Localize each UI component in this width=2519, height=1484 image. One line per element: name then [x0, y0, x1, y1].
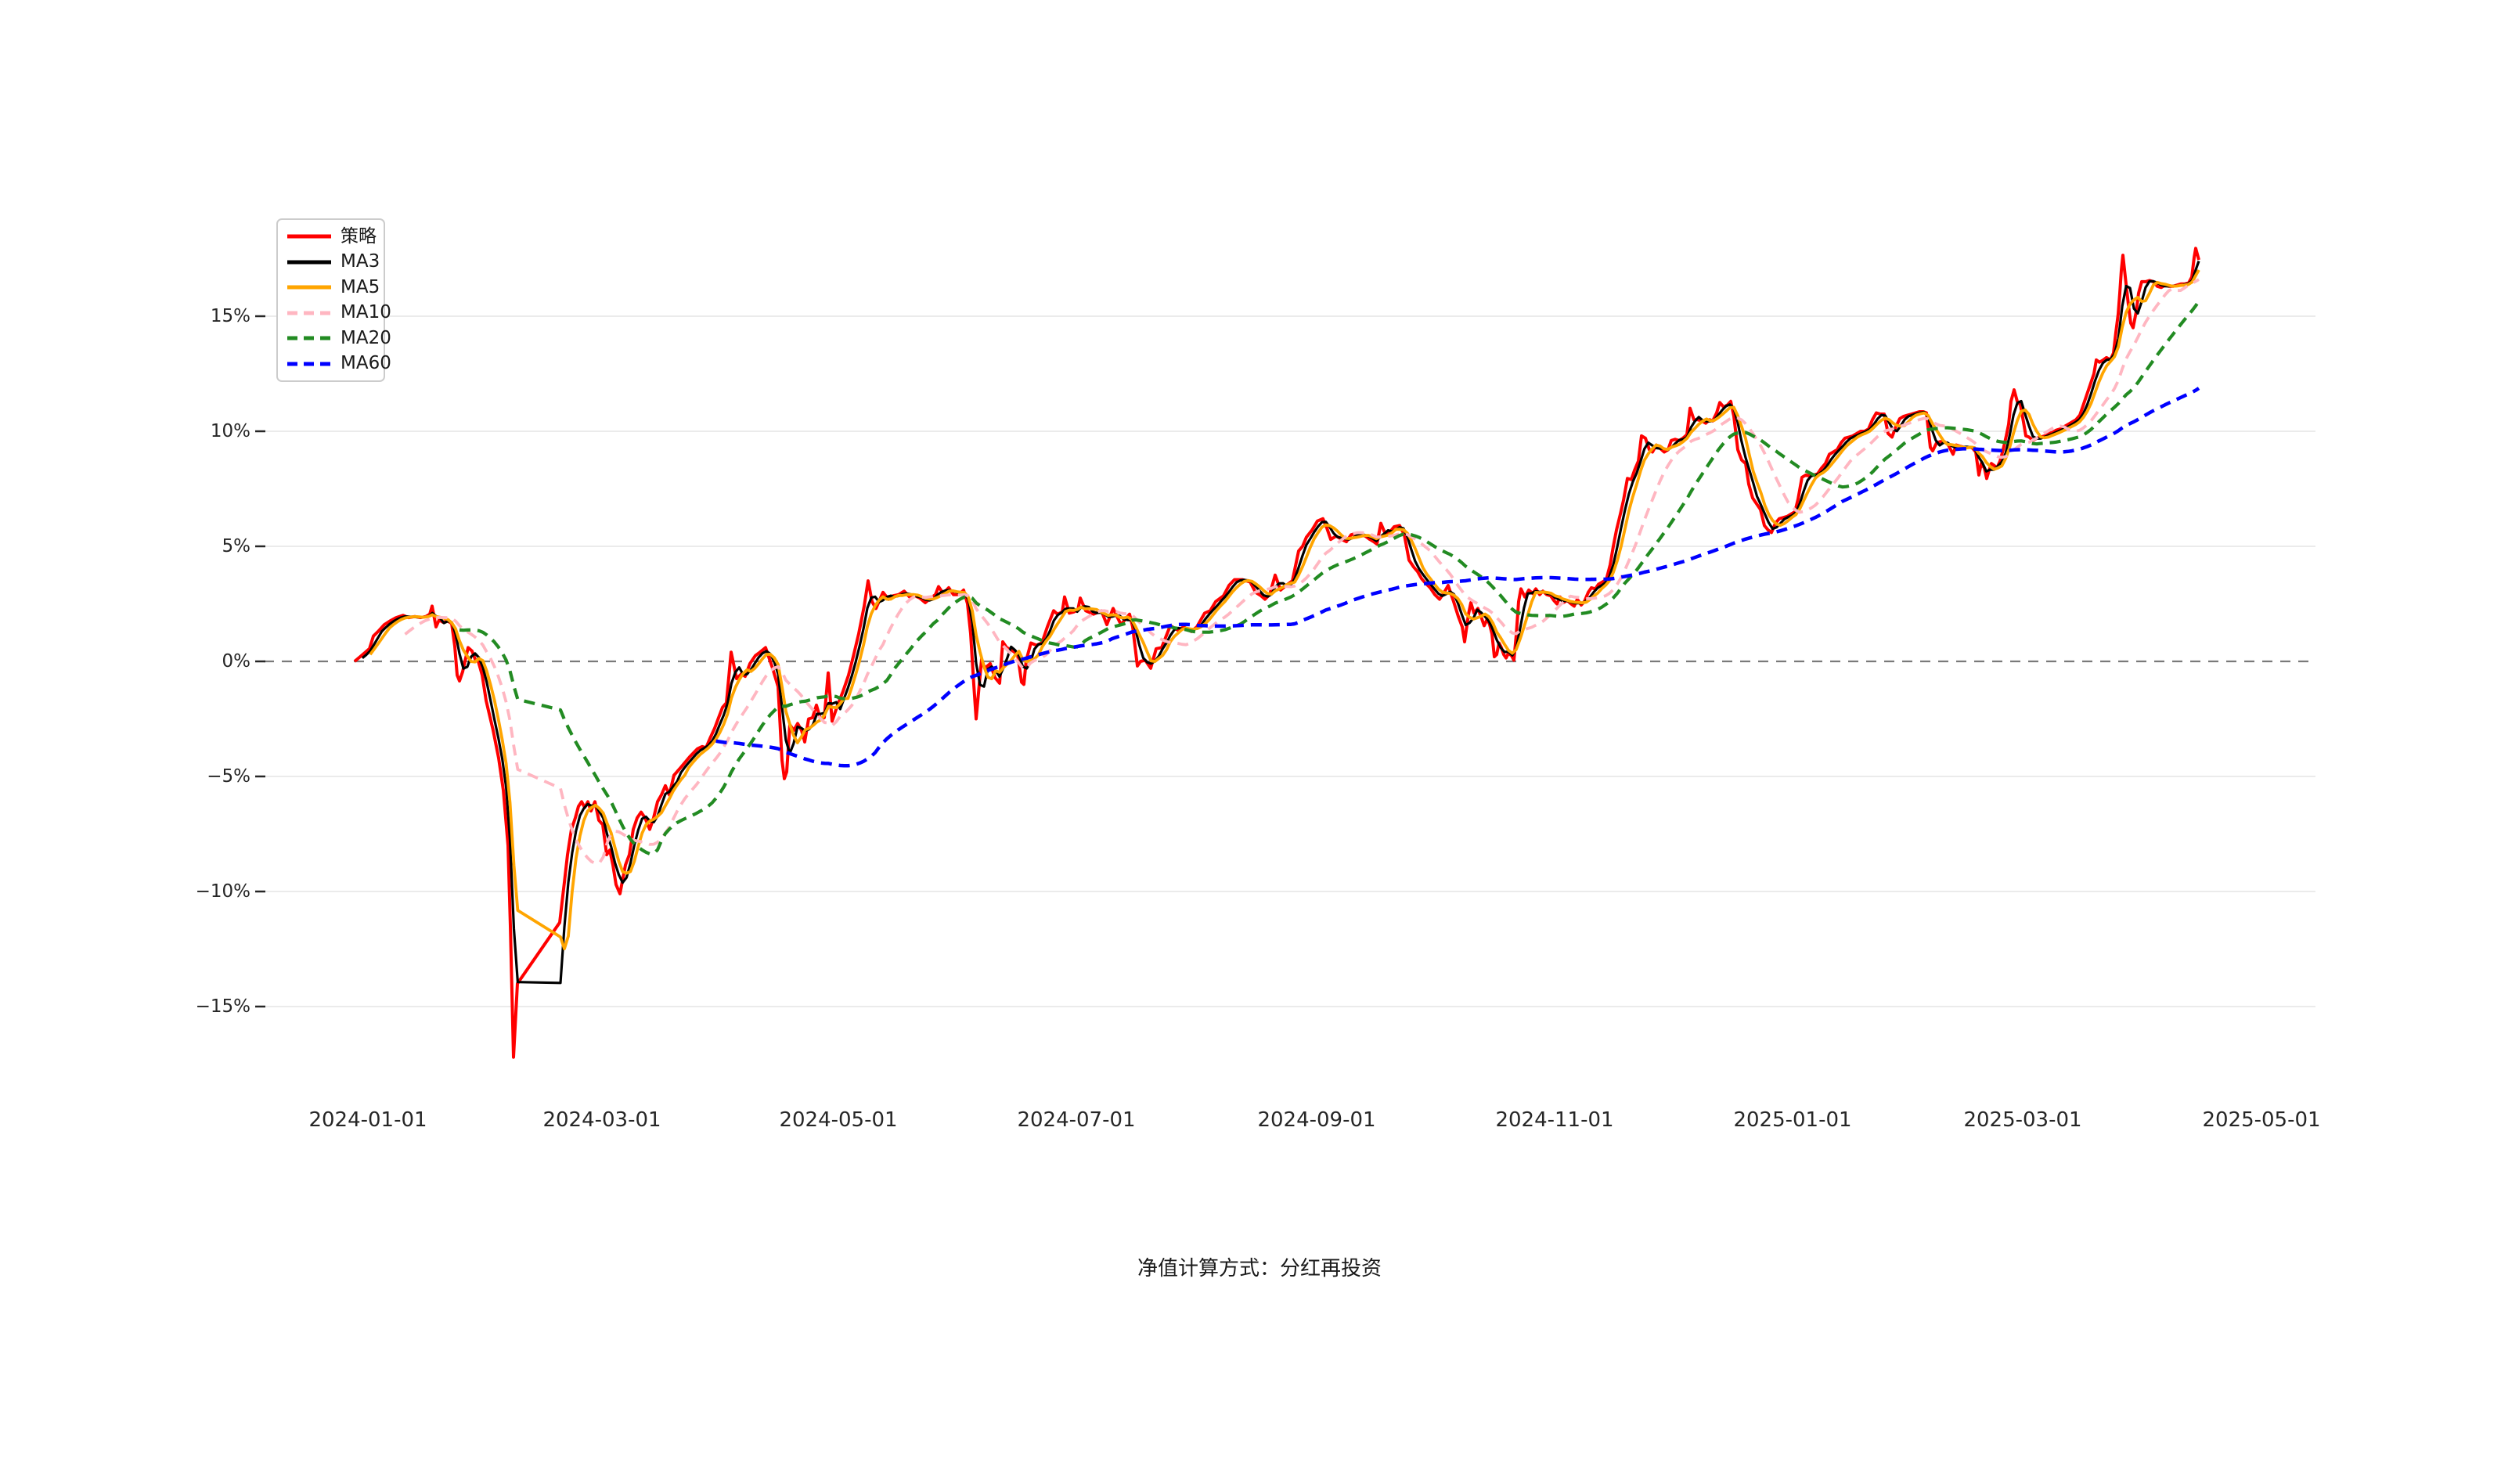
- y-tick-label: −10%: [195, 881, 250, 902]
- legend-swatch-icon: [287, 311, 331, 315]
- x-tick-label: 2025-01-01: [1733, 1108, 1852, 1132]
- legend-item-MA5: MA5: [278, 276, 384, 299]
- legend-item-MA20: MA20: [278, 326, 391, 350]
- y-tick-label: 5%: [222, 536, 251, 556]
- y-tick-label: −15%: [195, 996, 250, 1017]
- y-tick-label: 15%: [210, 306, 250, 326]
- ma5-line: [369, 269, 2200, 951]
- ma60-line: [715, 387, 2200, 768]
- chart-caption: 净值计算方式：分红再投资: [1137, 1257, 1382, 1280]
- y-tick-label: −5%: [207, 766, 250, 787]
- x-tick-label: 2024-05-01: [779, 1108, 898, 1132]
- x-tick-label: 2024-09-01: [1257, 1108, 1376, 1132]
- legend-swatch-icon: [287, 260, 331, 265]
- x-tick-label: 2024-01-01: [308, 1108, 427, 1132]
- legend-swatch-icon: [287, 234, 331, 239]
- y-tick-label: 10%: [210, 421, 250, 441]
- legend-label: MA3: [341, 251, 380, 272]
- legend-swatch-icon: [287, 285, 331, 290]
- x-tick-label: 2024-03-01: [542, 1108, 661, 1132]
- legend: 策略 MA3 MA5 MA10 MA20 MA60: [276, 218, 391, 382]
- legend-label: MA60: [341, 353, 391, 374]
- x-tick-label: 2024-07-01: [1017, 1108, 1136, 1132]
- strategy-line: [353, 247, 2200, 1059]
- x-tick-label: 2025-05-01: [2202, 1108, 2321, 1132]
- ma3-line: [361, 261, 2200, 985]
- legend-swatch-icon: [287, 336, 331, 340]
- legend-label: MA10: [341, 302, 391, 323]
- legend-swatch-icon: [287, 362, 331, 366]
- x-tick-label: 2025-03-01: [1963, 1108, 2082, 1132]
- ma20-line: [459, 300, 2200, 855]
- legend-item-MA60: MA60: [278, 352, 391, 376]
- y-tick-label: 0%: [222, 651, 251, 672]
- legend-label: 策略: [341, 225, 377, 247]
- legend-item-MA10: MA10: [278, 301, 391, 325]
- legend-label: MA5: [341, 276, 380, 297]
- ma10-line: [404, 278, 2200, 865]
- legend-label: MA20: [341, 327, 391, 348]
- legend-item-策略: 策略: [278, 225, 384, 248]
- legend-item-MA3: MA3: [278, 250, 384, 274]
- x-tick-label: 2024-11-01: [1495, 1108, 1614, 1132]
